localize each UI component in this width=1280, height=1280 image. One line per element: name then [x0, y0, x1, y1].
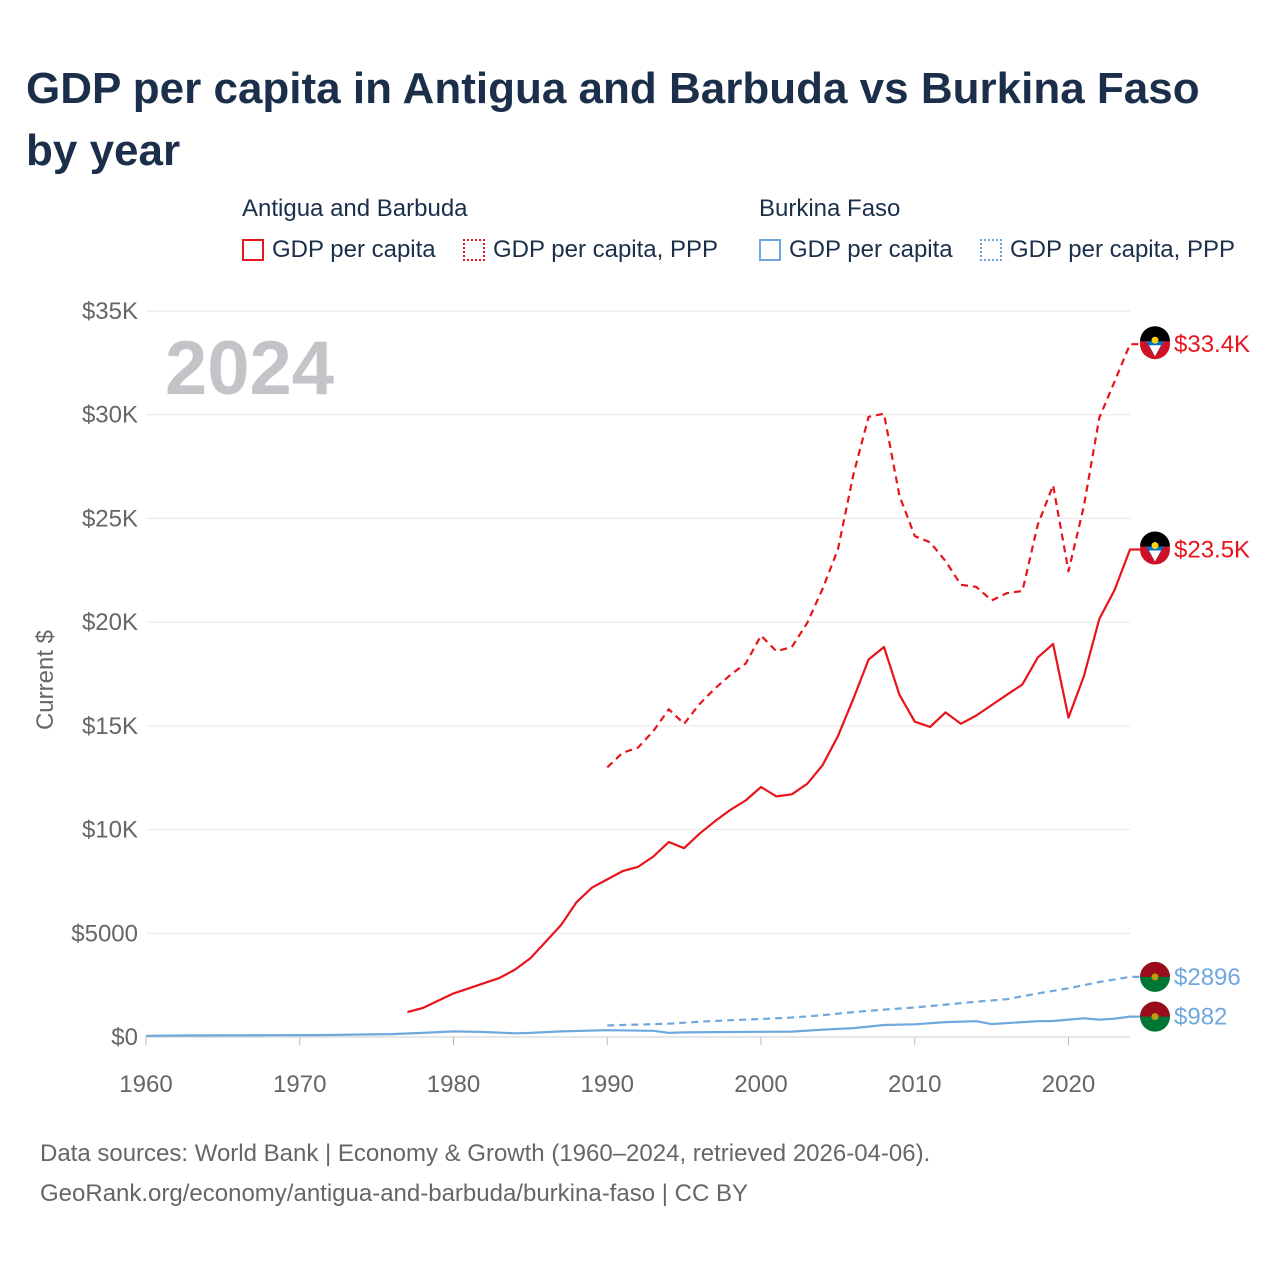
legend-label: GDP per capita	[789, 236, 953, 263]
x-tick-label: 1960	[119, 1071, 172, 1098]
x-tick-label: 2020	[1042, 1071, 1095, 1098]
legend-item-burkina-gdp[interactable]: GDP per capita	[759, 236, 953, 264]
x-tick-label: 1990	[581, 1071, 634, 1098]
year-watermark: 2024	[165, 326, 335, 411]
series-end-label: $23.5K	[1174, 537, 1250, 564]
legend-swatch-solid-blue	[759, 239, 781, 261]
y-tick-label: $35K	[82, 298, 138, 325]
flag-antigua-icon	[1140, 531, 1170, 565]
legend-swatch-solid-red	[242, 239, 264, 261]
series-line	[145, 1015, 1140, 1037]
series-line	[607, 975, 1140, 1027]
x-tick-label: 1980	[427, 1071, 480, 1098]
chart-title: GDP per capita in Antigua and Barbuda vs…	[26, 64, 1200, 175]
y-tick-label: $25K	[82, 505, 138, 532]
y-tick-label: $15K	[82, 713, 138, 740]
x-tick-label: 2000	[734, 1071, 787, 1098]
x-tick-label: 1970	[273, 1071, 326, 1098]
series-end-label: $2896	[1174, 964, 1241, 991]
x-axis-ticks: 1960 1970 1980 1990 2000 2010 2020	[119, 1036, 1130, 1098]
grid-lines	[146, 310, 1130, 1038]
y-tick-label: $20K	[82, 609, 138, 636]
y-tick-label: $10K	[82, 817, 138, 844]
legend-item-burkina-ppp[interactable]: GDP per capita, PPP	[980, 236, 1235, 264]
series-line	[606, 343, 1140, 769]
y-axis-ticks: $0 $5000 $10K $15K $20K $25K $30K $35K	[71, 298, 138, 1051]
end-markers: $23.5K $33.4K $982 $2896	[1140, 326, 1250, 1032]
series-lines	[145, 343, 1140, 1037]
y-tick-label: $5000	[71, 920, 138, 947]
series-end-label: $33.4K	[1174, 331, 1250, 358]
legend-item-antigua-ppp[interactable]: GDP per capita, PPP	[463, 236, 718, 264]
legend-group-antigua: Antigua and Barbuda	[242, 195, 468, 222]
series-line	[407, 548, 1140, 1014]
legend-label: GDP per capita, PPP	[493, 236, 718, 263]
flag-burkina-icon	[1140, 961, 1170, 992]
legend-label: GDP per capita, PPP	[1010, 236, 1235, 263]
legend-swatch-dotted-blue	[980, 239, 1002, 261]
y-tick-label: $30K	[82, 402, 138, 429]
footer-sources: Data sources: World Bank | Economy & Gro…	[40, 1140, 931, 1167]
footer-attribution[interactable]: GeoRank.org/economy/antigua-and-barbuda/…	[40, 1180, 748, 1207]
x-tick-label: 2010	[888, 1071, 941, 1098]
legend-label: GDP per capita	[272, 236, 436, 263]
flag-antigua-icon	[1140, 326, 1170, 360]
legend-swatch-dotted-red	[463, 239, 485, 261]
series-end-label: $982	[1174, 1004, 1227, 1031]
y-tick-label: $0	[111, 1024, 138, 1051]
legend-item-antigua-gdp[interactable]: GDP per capita	[242, 236, 436, 264]
legend-group-burkina: Burkina Faso	[759, 195, 901, 222]
flag-burkina-icon	[1140, 1001, 1170, 1032]
